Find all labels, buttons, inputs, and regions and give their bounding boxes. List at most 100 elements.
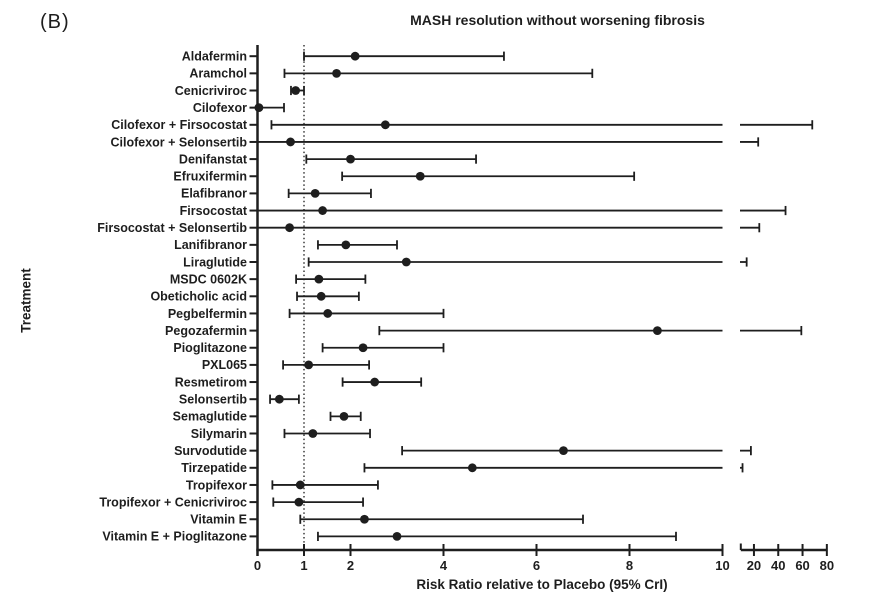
x-tick-label: 1 (300, 558, 307, 573)
point-estimate (316, 291, 326, 301)
treatment-label: Denifanstat (179, 152, 248, 166)
treatment-row: Vitamin E + Pioglitazone (102, 530, 677, 544)
treatment-label: Elafibranor (181, 187, 247, 201)
point-estimate (392, 532, 402, 541)
point-estimate (314, 274, 324, 284)
treatment-row: Tirzepatide (181, 461, 744, 475)
treatment-label: Tropifexor (186, 478, 247, 492)
panel-label: (B) (40, 11, 70, 33)
point-estimate (380, 120, 390, 130)
treatment-row: Cilofexor + Selonsertib (111, 135, 760, 149)
treatment-row: Pioglitazone (173, 341, 445, 355)
treatment-label: Firsocostat (180, 204, 248, 218)
point-estimate (559, 446, 568, 456)
treatment-label: MSDC 0602K (170, 272, 247, 286)
treatment-label: Selonsertib (179, 393, 247, 407)
point-estimate (274, 394, 284, 404)
treatment-label: Vitamin E (190, 513, 247, 527)
treatment-row: PXL065 (202, 358, 371, 372)
point-estimate (291, 86, 301, 95)
treatment-label: Aramchol (189, 67, 247, 81)
point-estimate (339, 411, 349, 421)
treatment-label: Cenicriviroc (175, 84, 247, 98)
point-estimate (360, 514, 369, 524)
x-tick-label: 0 (254, 558, 261, 573)
treatment-row: Firsocostat (180, 204, 787, 218)
point-estimate (653, 326, 662, 335)
treatment-row: Elafibranor (181, 187, 372, 201)
treatment-label: Lanifibranor (174, 238, 247, 252)
treatment-row: Efruxifermin (173, 170, 636, 184)
point-estimate (254, 103, 264, 113)
treatment-label: Tropifexor + Cenicriviroc (99, 495, 247, 509)
point-estimate (310, 189, 320, 198)
treatment-row: Survodutide (174, 444, 752, 458)
treatment-row: Selonsertib (179, 393, 300, 407)
x-tick-label: 10 (715, 558, 729, 573)
treatment-label: Liraglutide (183, 255, 247, 269)
point-estimate (350, 51, 360, 61)
point-estimate (304, 360, 314, 370)
treatment-label: Pioglitazone (173, 341, 247, 355)
x-tick-label: 8 (626, 558, 633, 573)
treatment-label: Silymarin (191, 427, 247, 441)
treatment-label: PXL065 (202, 358, 247, 372)
treatment-row: Cenicriviroc (175, 84, 305, 98)
treatment-row: Firsocostat + Selonsertib (97, 221, 761, 235)
point-estimate (401, 257, 411, 267)
point-estimate (286, 137, 295, 147)
treatment-label: Survodutide (174, 444, 247, 458)
treatment-row: Cilofexor (193, 101, 285, 115)
chart-title: MASH resolution without worsening fibros… (410, 12, 705, 28)
treatment-row: Vitamin E (190, 513, 584, 527)
treatment-row: Resmetirom (175, 375, 423, 389)
treatment-row: Cilofexor + Firsocostat (111, 118, 814, 132)
treatment-label: Pegozafermin (165, 324, 247, 338)
point-estimate (323, 309, 333, 318)
point-estimate (358, 343, 368, 353)
treatment-row: MSDC 0602K (170, 272, 367, 286)
treatment-label: Resmetirom (175, 375, 247, 389)
x-tick-label: 6 (533, 558, 540, 573)
point-estimate (370, 377, 380, 387)
point-estimate (467, 463, 477, 473)
x-axis-title: Risk Ratio relative to Placebo (95% CrI) (416, 577, 668, 592)
treatment-label: Efruxifermin (173, 170, 247, 184)
treatment-row: Aramchol (189, 67, 594, 81)
treatment-label: Vitamin E + Pioglitazone (102, 530, 247, 544)
treatment-label: Pegbelfermin (168, 307, 247, 321)
treatment-row: Obeticholic acid (150, 290, 360, 304)
treatment-label: Cilofexor (193, 101, 247, 115)
point-estimate (285, 223, 294, 233)
point-estimate (415, 171, 425, 181)
treatment-label: Cilofexor + Selonsertib (111, 135, 248, 149)
treatment-row: Denifanstat (179, 152, 477, 166)
point-estimate (332, 68, 341, 78)
treatment-row: Tropifexor (186, 478, 379, 492)
treatment-row: Silymarin (191, 427, 371, 441)
treatment-row: Lanifibranor (174, 238, 398, 252)
treatment-row: Pegbelfermin (168, 307, 445, 321)
treatment-label: Obeticholic acid (150, 290, 247, 304)
treatment-row: Tropifexor + Cenicriviroc (99, 495, 364, 509)
x-tick-label: 4 (440, 558, 448, 573)
treatment-label: Aldafermin (182, 50, 247, 64)
treatment-row: Liraglutide (183, 255, 748, 269)
x-tick-label: 40 (771, 558, 785, 573)
treatment-row: Aldafermin (182, 50, 505, 64)
point-estimate (308, 429, 318, 438)
treatment-label: Firsocostat + Selonsertib (97, 221, 247, 235)
x-tick-label: 20 (747, 558, 761, 573)
point-estimate (295, 480, 305, 490)
treatment-label: Tirzepatide (181, 461, 247, 475)
x-tick-label: 2 (347, 558, 354, 573)
treatment-label: Cilofexor + Firsocostat (111, 118, 248, 132)
treatment-label: Semaglutide (173, 410, 247, 424)
treatment-row: Semaglutide (173, 410, 362, 424)
point-estimate (294, 497, 304, 507)
point-estimate (318, 206, 327, 215)
x-tick-label: 80 (820, 558, 834, 573)
x-tick-label: 60 (795, 558, 809, 573)
